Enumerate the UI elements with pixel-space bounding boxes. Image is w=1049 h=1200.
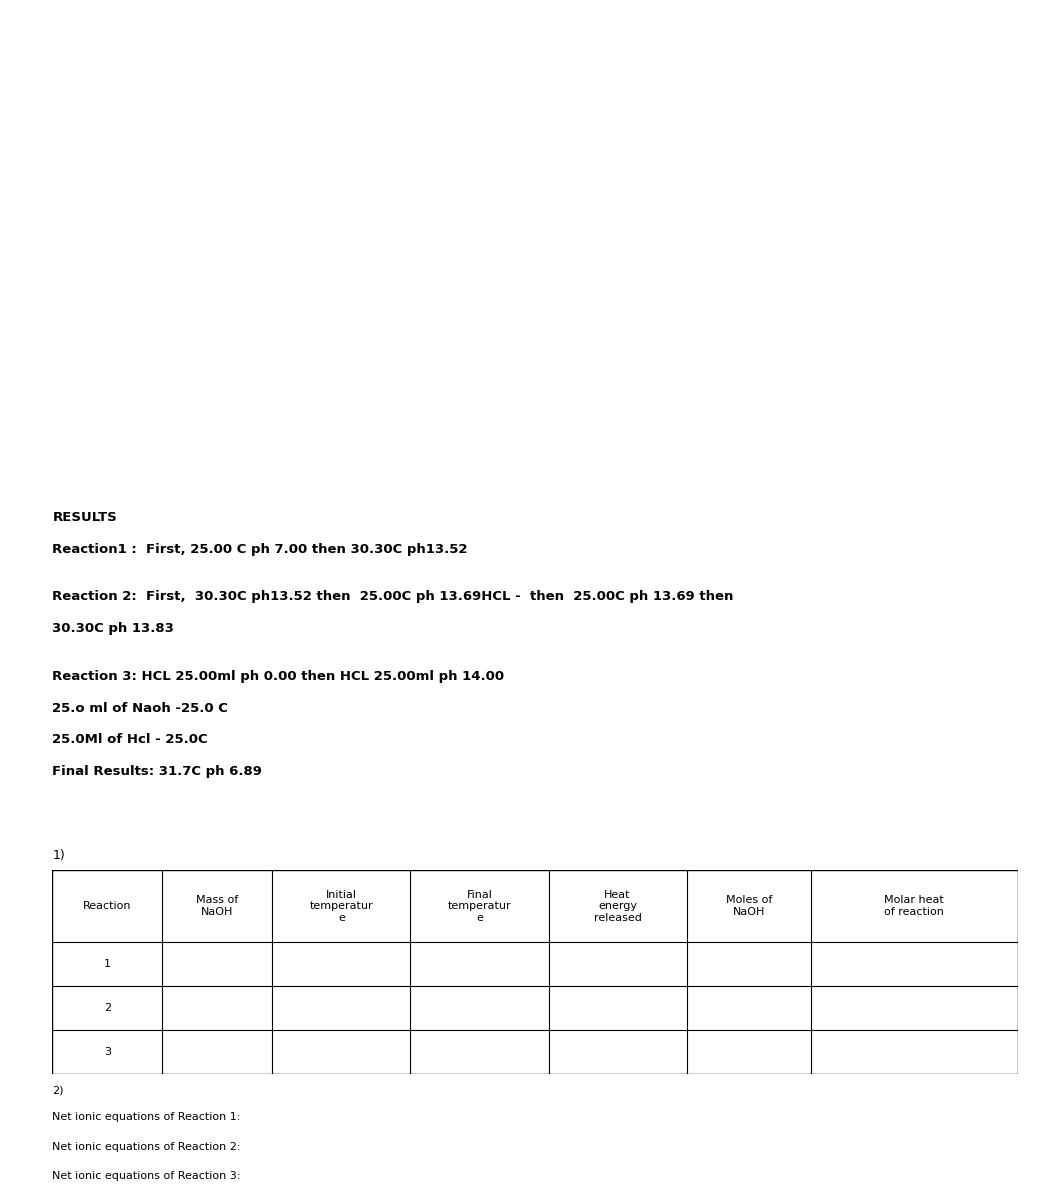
- Text: Take out 50ml graduated cylinder & foam cup: Take out 50ml graduated cylinder & foam …: [19, 62, 237, 72]
- Text: menu and place them on the workbench.: menu and place them on the workbench.: [369, 107, 565, 116]
- Text: pellets, NaOH(s) then record mass nearest: pellets, NaOH(s) then record mass neares…: [19, 233, 222, 242]
- Text: to reaction except that 50.0 ml of 0.50M: to reaction except that 50.0 ml of 0.50M: [369, 142, 561, 151]
- Text: Step 1:: Step 1:: [719, 42, 761, 52]
- Text: Steps: Steps: [369, 42, 403, 52]
- Text: 1): 1): [52, 848, 65, 862]
- Text: Weight 1 gram solid sodium hydroxide: Weight 1 gram solid sodium hydroxide: [19, 218, 202, 227]
- Text: click tare button. Drag NaOH onto foam cup.: click tare button. Drag NaOH onto foam c…: [19, 263, 231, 271]
- Text: Reaction 1: Reaction 1: [126, 12, 224, 30]
- Text: bar and then click pour. Record the highest: bar and then click pour. Record the high…: [19, 348, 224, 356]
- Text: Take the 0.5M HCl from strong acids: Take the 0.5M HCl from strong acids: [369, 62, 543, 72]
- Text: of water on graduated cylinder. A transfer: of water on graduated cylinder. A transf…: [19, 163, 219, 172]
- Text: Moles of
NaOH: Moles of NaOH: [726, 895, 772, 917]
- Text: 25.o ml of Naoh -25.0 C: 25.o ml of Naoh -25.0 C: [52, 702, 229, 714]
- Text: Net ionic equations of Reaction 1:: Net ionic equations of Reaction 1:: [52, 1112, 241, 1122]
- Text: Reaction 2: Reaction 2: [475, 12, 575, 30]
- Text: Step 1:: Step 1:: [19, 42, 62, 52]
- Text: of the procedure.: of the procedure.: [369, 236, 451, 245]
- Text: Heat
energy
released: Heat energy released: [594, 889, 641, 923]
- Text: Reaction 3: HCL 25.00ml ph 0.00 then HCL 25.00ml ph 14.00: Reaction 3: HCL 25.00ml ph 0.00 then HCL…: [52, 670, 505, 683]
- Text: text bar enter 50.0 ml and click on pour.: text bar enter 50.0 ml and click on pour…: [19, 178, 211, 186]
- Text: cup. Pour an equal volume of 1.0 M sodium: cup. Pour an equal volume of 1.0 M sodiu…: [719, 122, 924, 131]
- Text: Menu). Move distilled water & solid NaOH: Menu). Move distilled water & solid NaOH: [19, 92, 216, 102]
- Text: graduated cylinder from the glassware: graduated cylinder from the glassware: [369, 92, 555, 102]
- Text: RESULTS: RESULTS: [52, 511, 117, 523]
- Text: Take out another graduated cylinder, a: Take out another graduated cylinder, a: [719, 62, 904, 72]
- Text: hydroxide solution into the foam cup and: hydroxide solution into the foam cup and: [719, 222, 915, 230]
- Text: Click graduated cylinder, record temperature: Click graduated cylinder, record tempera…: [19, 318, 235, 326]
- Text: 1: 1: [104, 959, 111, 970]
- Text: Final Results: 31.7C ph 6.89: Final Results: 31.7C ph 6.89: [52, 766, 262, 778]
- Text: Step 3:: Step 3:: [19, 197, 62, 208]
- Text: during the reaction.: during the reaction.: [719, 252, 813, 260]
- Text: After measuring 50.0ml of the HCl: After measuring 50.0ml of the HCl: [369, 191, 535, 200]
- Text: Procedure to reaction 2 closely related: Procedure to reaction 2 closely related: [369, 127, 556, 136]
- Text: temperature.: temperature.: [19, 362, 82, 371]
- Text: Molar heat
of reaction: Molar heat of reaction: [884, 895, 944, 917]
- Text: Initial
temperatur
e: Initial temperatur e: [309, 889, 373, 923]
- Text: cylinder.: cylinder.: [719, 151, 759, 161]
- Text: cabinet and a foam cup and 50ml: cabinet and a foam cup and 50ml: [369, 78, 530, 86]
- Text: Step 2:: Step 2:: [719, 172, 761, 181]
- Text: the nearest 0.1°C. Pour the sodium: the nearest 0.1°C. Pour the sodium: [719, 208, 886, 216]
- Text: solution into the graduated cylinder,: solution into the graduated cylinder,: [369, 206, 543, 215]
- Text: (Glassware Menu). Take out scale (Tools: (Glassware Menu). Take out scale (Tools: [19, 78, 208, 86]
- Text: hydroxide solution in the clean graduated: hydroxide solution in the clean graduate…: [719, 137, 918, 146]
- Text: NaOH. Measure 25.0 ml of 1.0 M: NaOH. Measure 25.0 ml of 1.0 M: [719, 92, 873, 102]
- Text: Transfer water to foam cup, drag the carboy: Transfer water to foam cup, drag the car…: [19, 148, 230, 157]
- Text: (Chemical Stockroom): (Chemical Stockroom): [19, 107, 125, 116]
- Text: Record the temperature of each solution to: Record the temperature of each solution …: [719, 192, 924, 202]
- Text: Net ionic equations of Reaction 3:: Net ionic equations of Reaction 3:: [52, 1171, 241, 1181]
- Text: 30.30C ph 13.83: 30.30C ph 13.83: [52, 622, 174, 635]
- Text: proceed as before with step 2 through 4: proceed as before with step 2 through 4: [369, 221, 560, 230]
- Text: Reaction1 :  First, 25.00 C ph 7.00 then 30.30C ph13.52: Reaction1 : First, 25.00 C ph 7.00 then …: [52, 542, 468, 556]
- Text: Final
temperatur
e: Final temperatur e: [448, 889, 511, 923]
- Text: Step 4:: Step 4:: [19, 298, 62, 307]
- Text: Net ionic equations of Reaction 2:: Net ionic equations of Reaction 2:: [52, 1141, 241, 1152]
- Text: hydrochloric acid solution into the foam: hydrochloric acid solution into the foam: [719, 107, 907, 116]
- Text: Reaction 2:  First,  30.30C ph13.52 then  25.00C ph 13.69HCL -  then  25.00C ph : Reaction 2: First, 30.30C ph13.52 then 2…: [52, 590, 734, 604]
- Text: Mass of
NaOH: Mass of NaOH: [196, 895, 238, 917]
- Text: record the highest temperature obtained: record the highest temperature obtained: [719, 236, 914, 246]
- Text: Reaction: Reaction: [83, 901, 132, 911]
- Text: of water.: of water.: [369, 172, 411, 180]
- Text: and drag to foam cup. Enter 50.0 in transfer: and drag to foam cup. Enter 50.0 in tran…: [19, 332, 230, 342]
- Text: fresh foam cup, the 1.0 M HCl and the 1.0M: fresh foam cup, the 1.0 M HCl and the 1.…: [719, 78, 926, 86]
- Text: 2): 2): [52, 1086, 64, 1096]
- Text: Next, type 1.00 gram then pour.: Next, type 1.00 gram then pour.: [19, 277, 172, 287]
- Text: hydrochloric acid solution used in place: hydrochloric acid solution used in place: [369, 157, 558, 166]
- Text: Reaction 3: Reaction 3: [825, 12, 924, 30]
- Text: 25.0Ml of Hcl - 25.0C: 25.0Ml of Hcl - 25.0C: [52, 733, 208, 746]
- Text: 0.01 gram. Place foam cup on balance and: 0.01 gram. Place foam cup on balance and: [19, 247, 223, 257]
- Text: Step 2:: Step 2:: [19, 127, 62, 137]
- Text: 3: 3: [104, 1048, 111, 1057]
- Text: 2: 2: [104, 1003, 111, 1013]
